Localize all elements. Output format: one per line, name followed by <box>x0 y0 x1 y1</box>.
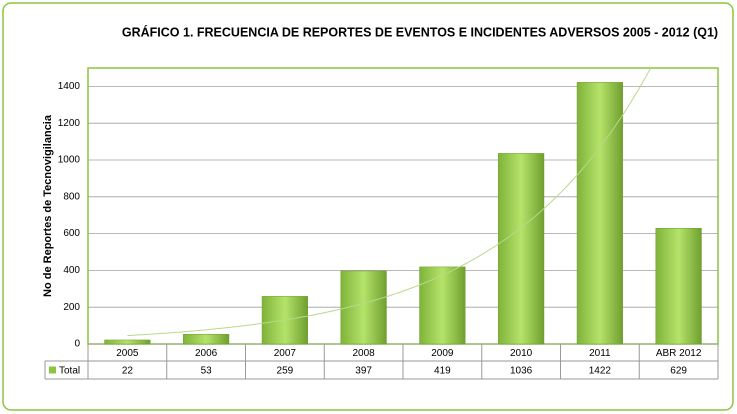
bar <box>498 153 545 345</box>
table-value: 1036 <box>510 366 533 377</box>
legend-label: Total <box>59 366 80 377</box>
x-tick-label: 2009 <box>431 348 454 359</box>
y-tick-label: 600 <box>63 228 80 239</box>
x-tick-label: 2010 <box>510 348 533 359</box>
table-value: 259 <box>277 366 294 377</box>
x-tick-label: 2005 <box>116 348 139 359</box>
chart-title: GRÁFICO 1. FRECUENCIA DE REPORTES DE EVE… <box>122 24 718 39</box>
x-tick-label: ABR 2012 <box>656 348 702 359</box>
bar <box>576 82 623 345</box>
y-axis-label: No de Reportes de Tecnovigilancia <box>42 114 54 297</box>
y-tick-label: 1400 <box>58 81 81 92</box>
bar <box>655 228 702 345</box>
y-tick-label: 200 <box>63 302 80 313</box>
trendline <box>127 68 652 337</box>
bar <box>183 333 230 345</box>
table-value: 419 <box>434 366 451 377</box>
bar <box>104 339 151 345</box>
table-value: 22 <box>122 366 134 377</box>
x-tick-label: 2006 <box>195 348 218 359</box>
x-tick-label: 2011 <box>589 348 611 359</box>
table-value: 1422 <box>589 366 612 377</box>
y-tick-label: 1000 <box>58 155 81 166</box>
y-tick-label: 0 <box>74 339 80 350</box>
table-value: 629 <box>670 366 687 377</box>
y-tick-label: 800 <box>63 191 80 202</box>
table-value: 53 <box>201 366 213 377</box>
bar <box>419 266 466 345</box>
table-value: 397 <box>355 366 372 377</box>
y-tick-label: 1200 <box>58 118 81 129</box>
x-tick-label: 2008 <box>353 348 376 359</box>
x-tick-label: 2007 <box>274 348 297 359</box>
legend-key <box>49 366 56 374</box>
y-tick-label: 400 <box>63 265 80 276</box>
